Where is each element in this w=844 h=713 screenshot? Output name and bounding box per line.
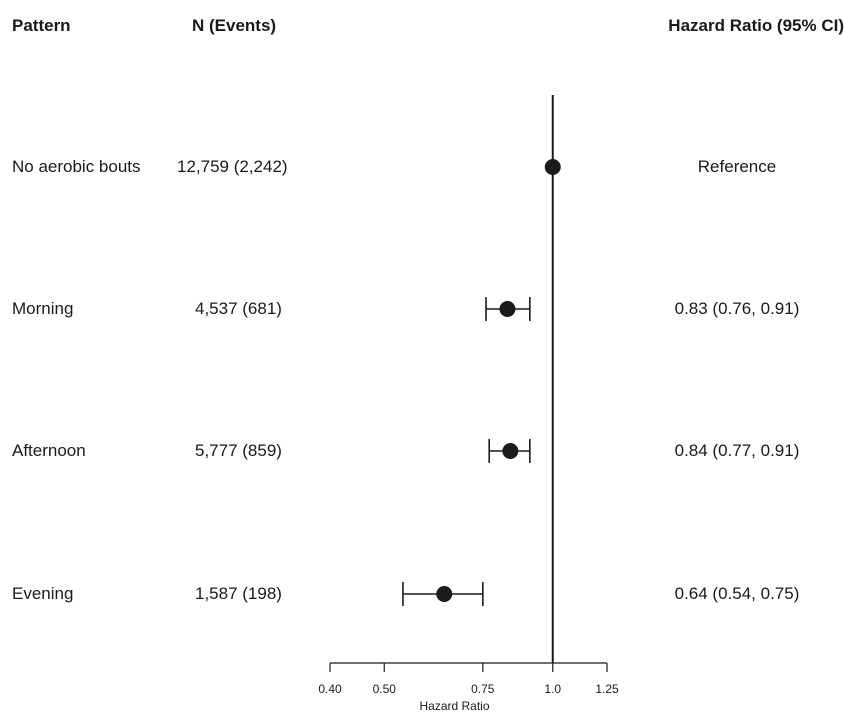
- x-tick-label: 0.75: [471, 682, 495, 696]
- point-marker: [502, 443, 519, 459]
- header-hazard-ratio-ci: Hazard Ratio (95% CI): [668, 16, 844, 35]
- row-n-events: 5,777 (859): [195, 441, 282, 460]
- x-tick-label: 0.40: [318, 682, 342, 696]
- row-n-events: 12,759 (2,242): [177, 157, 288, 176]
- header-pattern: Pattern: [12, 16, 71, 35]
- x-axis-label: Hazard Ratio: [419, 699, 489, 713]
- row-pattern-label: Morning: [12, 299, 74, 318]
- point-marker: [544, 159, 561, 175]
- x-tick-label: 1.25: [595, 682, 619, 696]
- row-hr-text: 0.83 (0.76, 0.91): [674, 299, 800, 318]
- row-hr-text: 0.84 (0.77, 0.91): [674, 441, 800, 460]
- row-n-events: 1,587 (198): [195, 584, 282, 603]
- point-marker: [436, 586, 453, 602]
- row-hr-text: 0.64 (0.54, 0.75): [674, 584, 800, 603]
- header-n-events: N (Events): [192, 16, 277, 35]
- row-pattern-label: No aerobic bouts: [12, 157, 141, 176]
- row-hr-text: Reference: [697, 157, 777, 176]
- row-n-events: 4,537 (681): [195, 299, 282, 318]
- row-pattern-label: Evening: [12, 584, 74, 603]
- x-tick-label: 1.0: [544, 682, 561, 696]
- x-tick-label: 0.50: [373, 682, 397, 696]
- point-marker: [499, 301, 516, 317]
- row-pattern-label: Afternoon: [12, 441, 86, 460]
